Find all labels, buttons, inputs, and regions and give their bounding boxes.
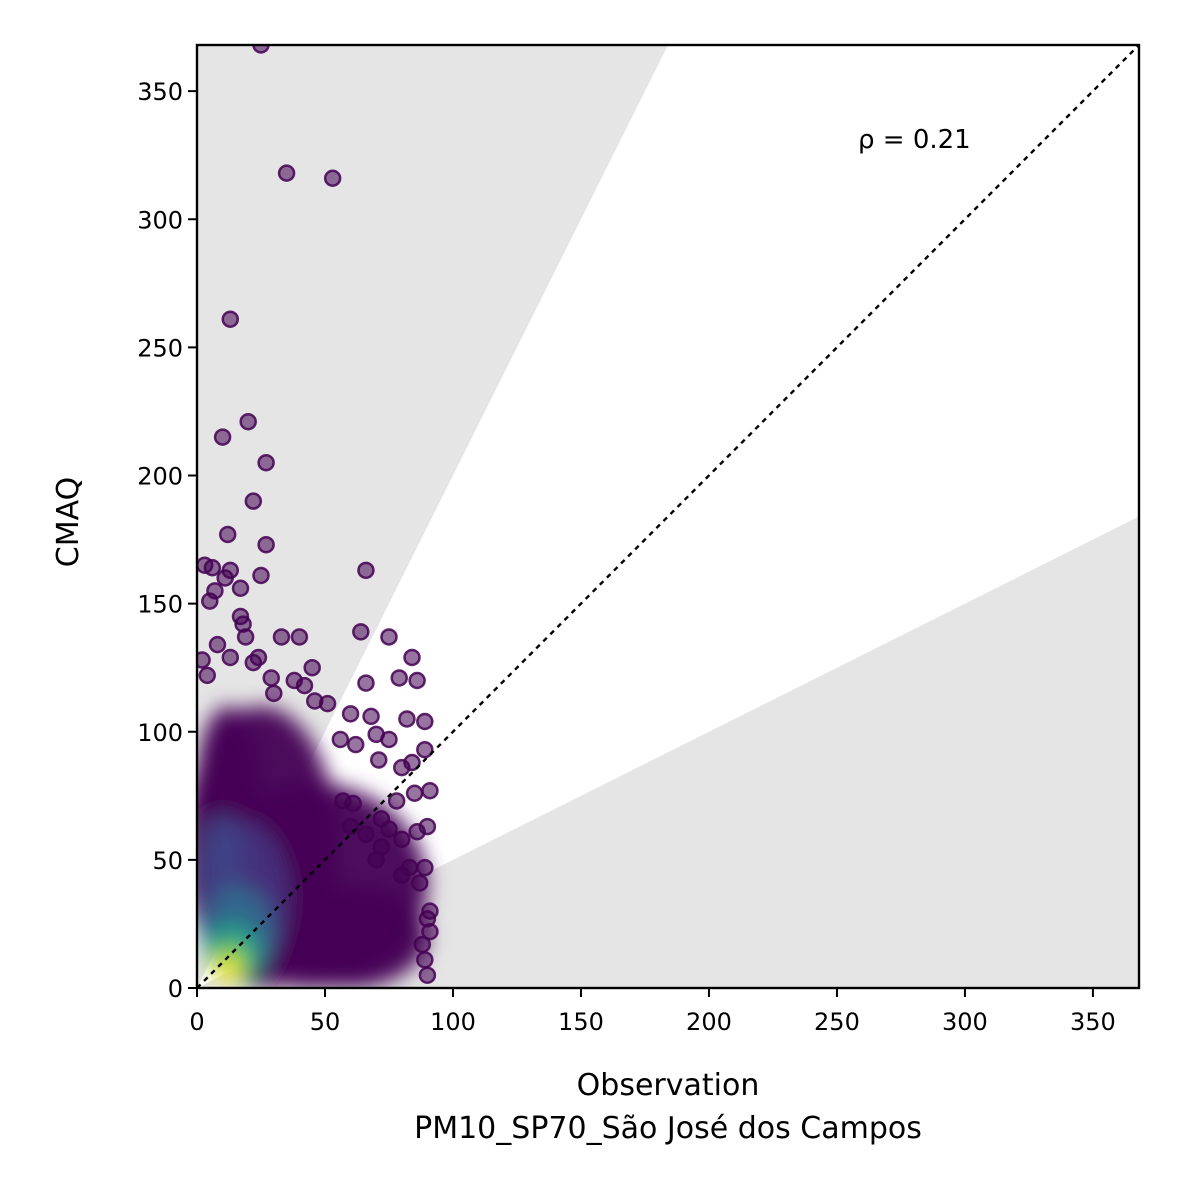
data-point-61 (341, 817, 360, 836)
data-point-8 (218, 525, 237, 544)
data-point-75 (295, 676, 314, 695)
plot-frame (195, 43, 1141, 990)
data-point-0 (252, 45, 270, 54)
y-tick-label-4: 200 (137, 463, 183, 491)
y-tick-label-3: 150 (137, 591, 183, 619)
data-point-32 (357, 674, 375, 692)
data-point-27 (403, 648, 421, 667)
data-point-52 (387, 792, 406, 810)
x-tick-label-5: 250 (814, 1008, 860, 1036)
data-point-12 (203, 559, 222, 577)
density-blob-2 (273, 885, 428, 988)
data-point-49 (403, 753, 421, 772)
density-blob-9 (214, 957, 241, 983)
data-point-51 (405, 784, 424, 802)
y-tick-label-0: 0 (168, 975, 183, 1003)
data-point-18 (206, 582, 224, 600)
data-point-5 (213, 428, 232, 446)
x-tick-label-0: 0 (189, 1008, 204, 1036)
y-tick-label-6: 300 (137, 206, 183, 234)
data-point-15 (221, 561, 240, 580)
data-point-63 (367, 851, 385, 869)
data-point-23 (290, 628, 309, 646)
data-point-58 (380, 820, 398, 838)
correlation-annotation: ρ = 0.21 (858, 125, 971, 155)
data-point-78 (244, 653, 263, 672)
data-point-9 (257, 535, 275, 554)
data-point-50 (421, 781, 439, 800)
data-point-37 (318, 694, 337, 713)
data-point-28 (197, 651, 211, 669)
data-point-25 (380, 628, 398, 646)
data-point-43 (380, 730, 398, 749)
data-point-46 (346, 735, 365, 754)
y-tick-label-5: 250 (137, 334, 183, 362)
x-tick-label-7: 350 (1070, 1008, 1116, 1036)
x-ticks: 0 50 100 150 200 250 300 350 (189, 988, 1116, 1036)
data-point-38 (362, 707, 380, 726)
data-point-34 (262, 669, 280, 687)
y-tick-label-2: 100 (137, 719, 183, 747)
x-tick-label-3: 150 (558, 1008, 604, 1036)
data-point-13 (252, 566, 270, 585)
data-point-40 (416, 712, 434, 731)
data-point-31 (408, 671, 426, 690)
density-blob-5 (199, 813, 246, 906)
density-layer (197, 706, 428, 988)
data-point-29 (303, 658, 321, 677)
data-point-65 (416, 858, 434, 877)
data-point-45 (331, 730, 350, 749)
data-point-16 (231, 579, 250, 597)
x-tick-label-1: 50 (310, 1008, 341, 1036)
data-point-44 (416, 740, 434, 759)
data-point-77 (221, 648, 240, 667)
data-point-4 (239, 412, 257, 431)
data-point-59 (357, 825, 375, 843)
data-point-26 (208, 635, 227, 654)
data-point-7 (244, 492, 263, 510)
data-point-35 (198, 666, 216, 685)
data-point-47 (369, 751, 388, 769)
data-point-21 (236, 628, 255, 646)
x-tick-label-6: 300 (942, 1008, 988, 1036)
data-point-6 (257, 453, 275, 472)
x-axis-title: Observation (577, 1068, 760, 1103)
data-point-3 (221, 310, 240, 328)
data-point-74 (265, 684, 283, 703)
data-point-56 (408, 822, 426, 841)
x-axis-subtitle: PM10_SP70_São José dos Campos (414, 1111, 922, 1146)
one-to-one-layer (197, 45, 1139, 988)
data-point-54 (344, 794, 362, 813)
data-point-2 (323, 169, 342, 187)
data-point-72 (418, 966, 437, 984)
data-point-24 (352, 623, 370, 641)
one-to-one-line (197, 45, 1139, 988)
data-point-73 (413, 935, 432, 954)
y-ticks: 0 50 100 150 200 250 300 350 (137, 78, 197, 1003)
data-point-39 (398, 710, 416, 728)
y-tick-label-7: 350 (137, 78, 183, 106)
data-point-67 (393, 866, 411, 884)
data-point-70 (418, 910, 437, 928)
data-point-10 (357, 561, 375, 580)
y-tick-label-1: 50 (152, 847, 183, 875)
data-point-66 (410, 874, 429, 892)
data-point-41 (341, 705, 360, 723)
data-point-30 (390, 669, 408, 687)
x-tick-label-4: 200 (686, 1008, 732, 1036)
x-tick-label-2: 100 (430, 1008, 476, 1036)
points-layer (197, 45, 439, 984)
data-point-71 (416, 951, 434, 969)
data-point-22 (272, 628, 291, 646)
data-point-1 (277, 164, 296, 182)
y-axis-title: CMAQ (51, 477, 86, 567)
data-point-60 (393, 830, 411, 849)
